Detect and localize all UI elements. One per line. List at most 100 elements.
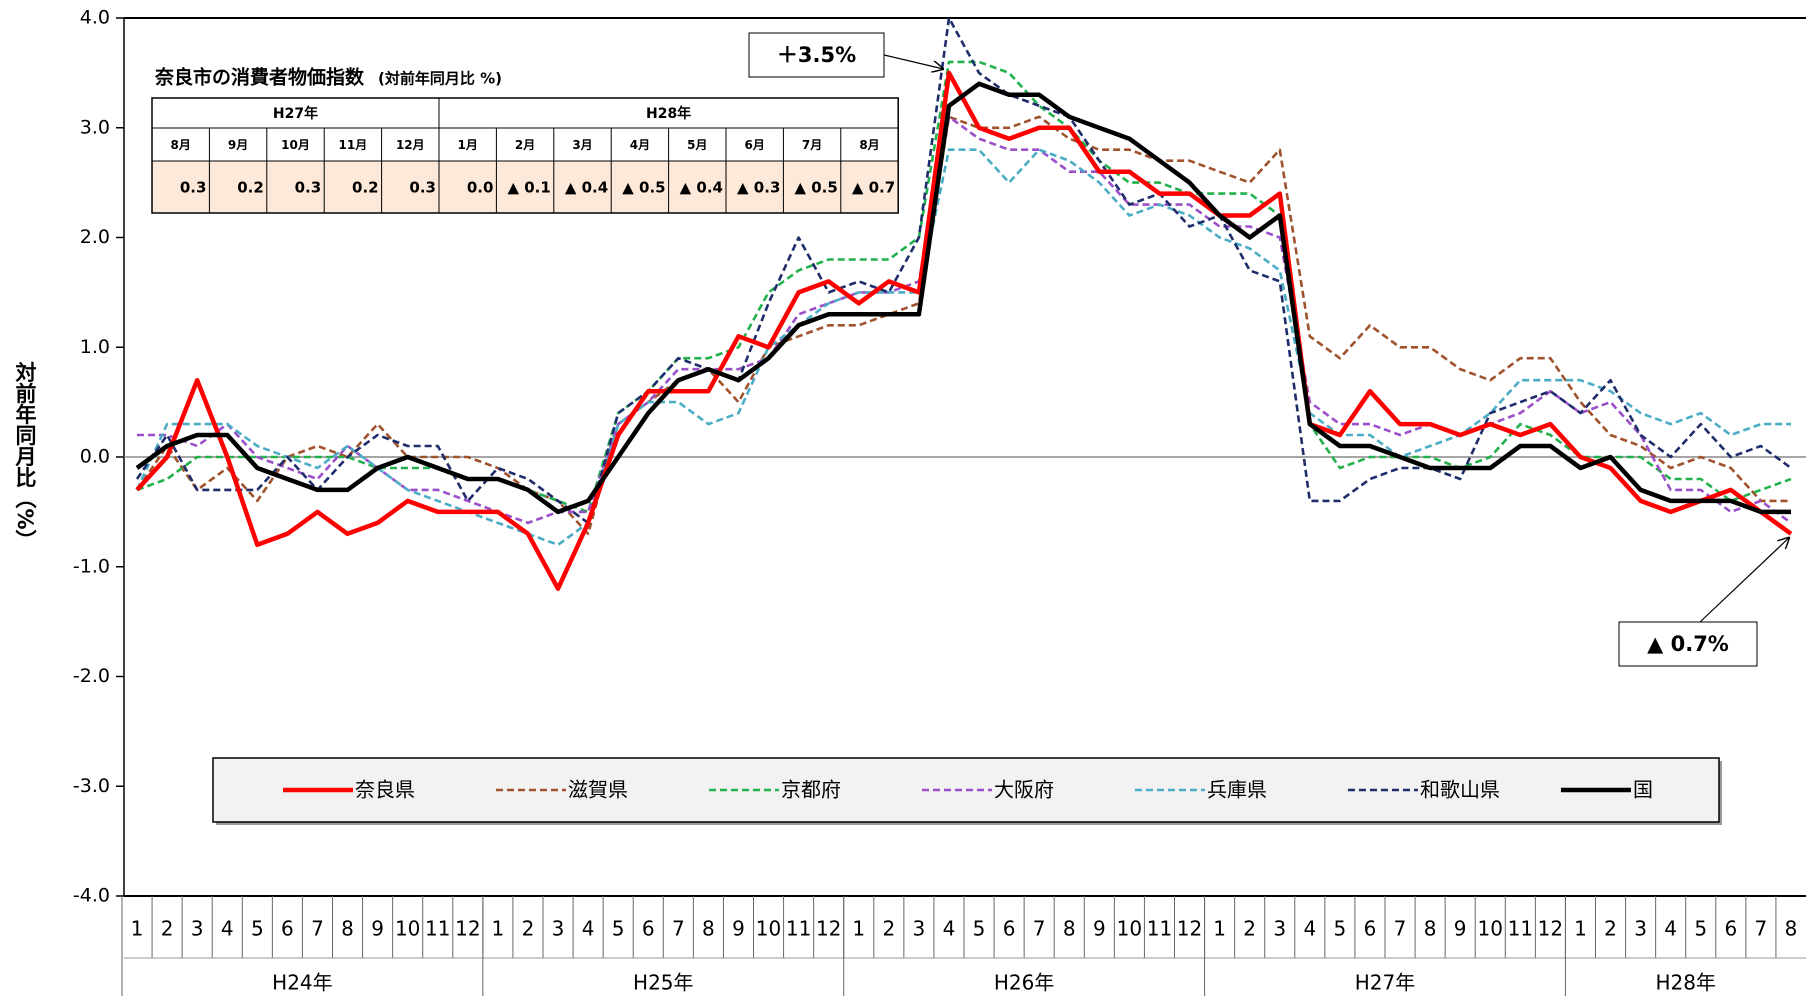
annotation-arrow bbox=[1699, 538, 1789, 623]
annotation-text: ▲ 0.7% bbox=[1647, 632, 1729, 656]
x-tick-label: 8 bbox=[341, 917, 354, 941]
x-tick-label: 7 bbox=[672, 917, 685, 941]
x-tick-label: 8 bbox=[1785, 917, 1798, 941]
inset-year: H28年 bbox=[646, 105, 691, 122]
x-tick-label: 4 bbox=[1303, 917, 1316, 941]
inset-month: 3月 bbox=[572, 138, 592, 152]
x-tick-label: 5 bbox=[612, 917, 625, 941]
x-tick-label: 6 bbox=[642, 917, 655, 941]
annotation-text: ＋3.5% bbox=[777, 43, 856, 67]
series-line bbox=[136, 60, 1792, 514]
legend-label: 国 bbox=[1633, 778, 1653, 802]
group-label: H24年 bbox=[272, 971, 333, 995]
x-tick-label: 12 bbox=[1538, 917, 1563, 941]
inset-month: 5月 bbox=[687, 138, 707, 152]
inset-month: 10月 bbox=[281, 138, 310, 152]
inset-month: 7月 bbox=[802, 138, 822, 152]
x-tick-label: 12 bbox=[455, 917, 480, 941]
x-tick-label: 2 bbox=[1243, 917, 1256, 941]
x-tick-label: 4 bbox=[582, 917, 595, 941]
x-tick-label: 4 bbox=[1664, 917, 1677, 941]
annotation-box bbox=[1618, 621, 1758, 667]
x-tick-label: 6 bbox=[1364, 917, 1377, 941]
x-tick-label: 1 bbox=[1574, 917, 1587, 941]
y-tick-label: -2.0 bbox=[73, 665, 110, 687]
inset-month: 8月 bbox=[859, 138, 879, 152]
inset-value: ▲ 0.1 bbox=[507, 179, 550, 197]
x-tick-label: 5 bbox=[973, 917, 986, 941]
x-tick-label: 7 bbox=[1755, 917, 1768, 941]
inset-value: ▲ 0.4 bbox=[680, 179, 723, 197]
inset-value: ▲ 0.5 bbox=[794, 179, 837, 197]
x-tick-label: 3 bbox=[913, 917, 926, 941]
inset-value: 0.0 bbox=[467, 179, 494, 197]
legend-label: 奈良県 bbox=[355, 778, 415, 802]
x-tick-label: 7 bbox=[1394, 917, 1407, 941]
x-tick-label: 5 bbox=[1694, 917, 1707, 941]
x-tick-label: 7 bbox=[311, 917, 324, 941]
x-tick-label: 11 bbox=[425, 917, 450, 941]
x-tick-label: 1 bbox=[852, 917, 865, 941]
y-tick-label: 2.0 bbox=[80, 226, 110, 248]
legend-label: 滋賀県 bbox=[568, 778, 628, 802]
x-tick-label: 5 bbox=[1334, 917, 1347, 941]
group-label: H27年 bbox=[1355, 971, 1416, 995]
inset-month: 8月 bbox=[171, 138, 191, 152]
x-tick-label: 1 bbox=[131, 917, 144, 941]
x-tick-label: 3 bbox=[1634, 917, 1647, 941]
x-tick-label: 6 bbox=[1724, 917, 1737, 941]
inset-value: 0.2 bbox=[352, 179, 379, 197]
x-tick-label: 6 bbox=[1003, 917, 1016, 941]
x-tick-label: 2 bbox=[522, 917, 535, 941]
x-tick-label: 3 bbox=[552, 917, 565, 941]
inset-value-row bbox=[152, 161, 899, 213]
x-tick-label: 9 bbox=[732, 917, 745, 941]
inset-month: 4月 bbox=[630, 138, 650, 152]
inset-value: 0.3 bbox=[409, 179, 436, 197]
y-tick-label: -3.0 bbox=[73, 775, 110, 797]
x-tick-label: 4 bbox=[943, 917, 956, 941]
inset-title: 奈良市の消費者物価指数 bbox=[154, 66, 365, 89]
inset-value: 0.3 bbox=[295, 179, 322, 197]
x-tick-label: 10 bbox=[395, 917, 420, 941]
inset-month: 11月 bbox=[339, 138, 368, 152]
inset-month: 1月 bbox=[458, 138, 478, 152]
inset-value: 0.3 bbox=[180, 179, 207, 197]
y-tick-label: -1.0 bbox=[73, 555, 110, 577]
x-tick-label: 8 bbox=[1424, 917, 1437, 941]
x-tick-label: 1 bbox=[1213, 917, 1226, 941]
x-tick-label: 2 bbox=[882, 917, 895, 941]
inset-value: 0.2 bbox=[237, 179, 264, 197]
inset-value: ▲ 0.5 bbox=[622, 179, 665, 197]
x-tick-label: 6 bbox=[281, 917, 294, 941]
legend-label: 京都府 bbox=[781, 778, 841, 802]
x-tick-label: 7 bbox=[1033, 917, 1046, 941]
x-tick-label: 1 bbox=[492, 917, 505, 941]
series-line bbox=[135, 148, 1791, 547]
x-tick-label: 3 bbox=[1273, 917, 1286, 941]
group-label: H25年 bbox=[633, 971, 694, 995]
inset-month: 9月 bbox=[228, 138, 248, 152]
x-tick-label: 9 bbox=[1093, 917, 1106, 941]
x-tick-label: 4 bbox=[221, 917, 234, 941]
y-tick-label: 0.0 bbox=[80, 446, 110, 468]
x-tick-label: 5 bbox=[251, 917, 264, 941]
x-tick-label: 11 bbox=[1508, 917, 1533, 941]
inset-month: 12月 bbox=[396, 138, 425, 152]
legend-label: 兵庫県 bbox=[1207, 778, 1267, 802]
x-tick-label: 12 bbox=[1177, 917, 1202, 941]
x-tick-label: 12 bbox=[816, 917, 841, 941]
group-label: H26年 bbox=[994, 971, 1055, 995]
inset-month: 2月 bbox=[515, 138, 535, 152]
series-line bbox=[137, 115, 1792, 525]
x-tick-label: 8 bbox=[1063, 917, 1076, 941]
series-line bbox=[135, 70, 1793, 591]
x-tick-label: 9 bbox=[1454, 917, 1467, 941]
y-axis-label: 対前年同月比（%） bbox=[13, 361, 38, 551]
inset-year: H27年 bbox=[273, 105, 318, 122]
x-tick-label: 10 bbox=[1117, 917, 1142, 941]
annotation-arrow bbox=[883, 54, 943, 69]
series-line bbox=[135, 16, 1792, 525]
legend-label: 大阪府 bbox=[994, 778, 1054, 802]
